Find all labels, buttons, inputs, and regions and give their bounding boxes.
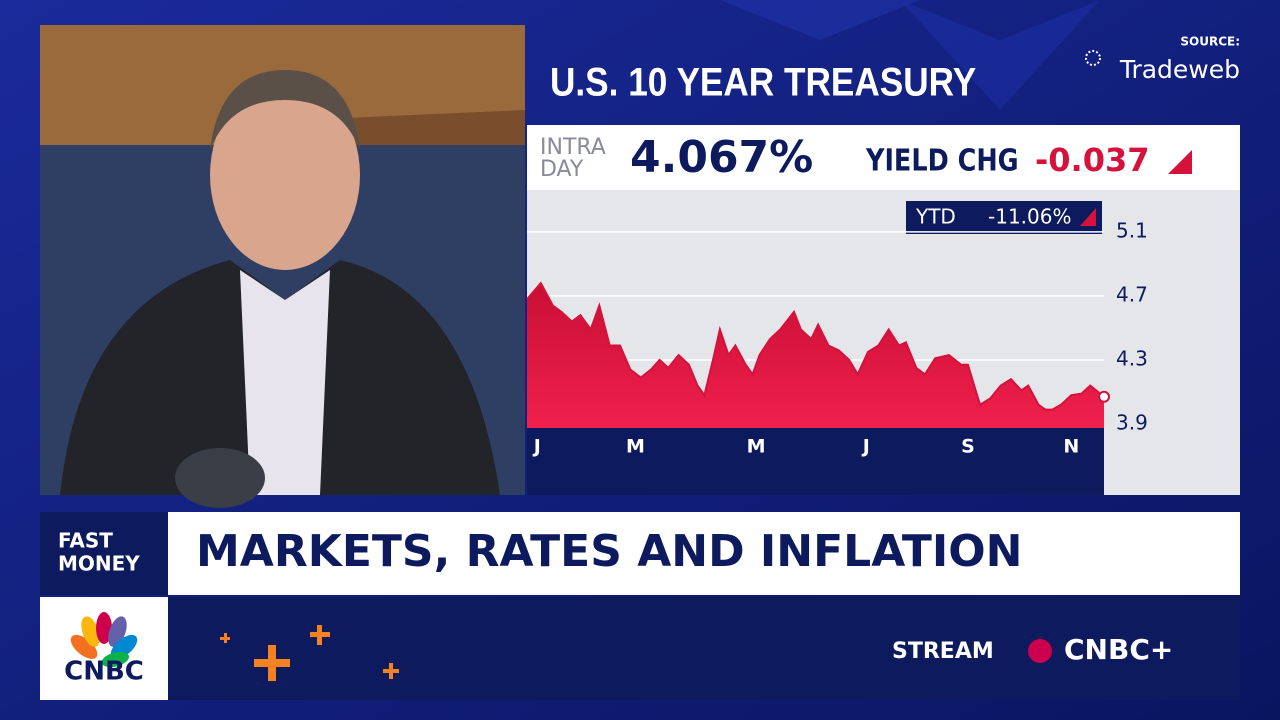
y-tick-label: 3.9 (1116, 410, 1148, 434)
y-tick-label: 4.7 (1116, 282, 1148, 306)
video-feed (40, 25, 525, 508)
network-logo: CNBC (64, 657, 144, 687)
area (527, 283, 1104, 428)
chart-title: U.S. 10 YEAR TREASURY (550, 59, 976, 104)
change-arrow (1168, 150, 1192, 174)
show-tag-box (40, 512, 168, 595)
x-tick-label: S (961, 436, 975, 458)
decor (720, 0, 920, 40)
y-tick-label: 5.1 (1116, 218, 1148, 242)
plot: 5.1 4.7 4.3 3.9 J M M J S N (526, 218, 1148, 458)
source-icon (1085, 50, 1101, 66)
headline-band (168, 512, 1240, 595)
yield-change-label: YIELD CHG (865, 143, 1019, 179)
ytd-label: YTD (915, 205, 956, 229)
headline: MARKETS, RATES AND INFLATION (196, 526, 1022, 577)
stream-label: STREAM (892, 639, 994, 664)
stream-brand: CNBC+ (1064, 633, 1173, 666)
peacock (70, 612, 138, 668)
header-band (527, 125, 1240, 190)
x-tick-label: M (747, 436, 766, 458)
stream-peacock (1028, 639, 1052, 663)
x-tick-label: J (532, 436, 541, 458)
intraday-label: INTRA (540, 135, 606, 160)
ytd-box (906, 201, 1102, 234)
decor-plus (220, 625, 399, 681)
show-tag: FAST (58, 529, 113, 553)
y-tick-label: 4.3 (1116, 346, 1148, 370)
source-label: SOURCE: (1180, 35, 1240, 49)
intraday-label: DAY (540, 157, 584, 182)
x-axis-band (527, 428, 1104, 495)
show-tag: MONEY (58, 552, 140, 576)
line (526, 281, 1105, 411)
source-name: Tradeweb (1119, 55, 1240, 84)
intraday-value: 4.067% (630, 132, 813, 183)
ytd-value: -11.06% (988, 205, 1071, 229)
decor (900, 0, 1100, 110)
bottom-band (168, 597, 1240, 700)
ytd-arrow (1080, 208, 1096, 226)
last-point (1098, 390, 1110, 403)
x-tick-label: M (626, 436, 645, 458)
x-tick-label: J (861, 436, 870, 458)
yield-change-value: -0.037 (1035, 141, 1150, 179)
x-tick-label: N (1063, 436, 1079, 458)
